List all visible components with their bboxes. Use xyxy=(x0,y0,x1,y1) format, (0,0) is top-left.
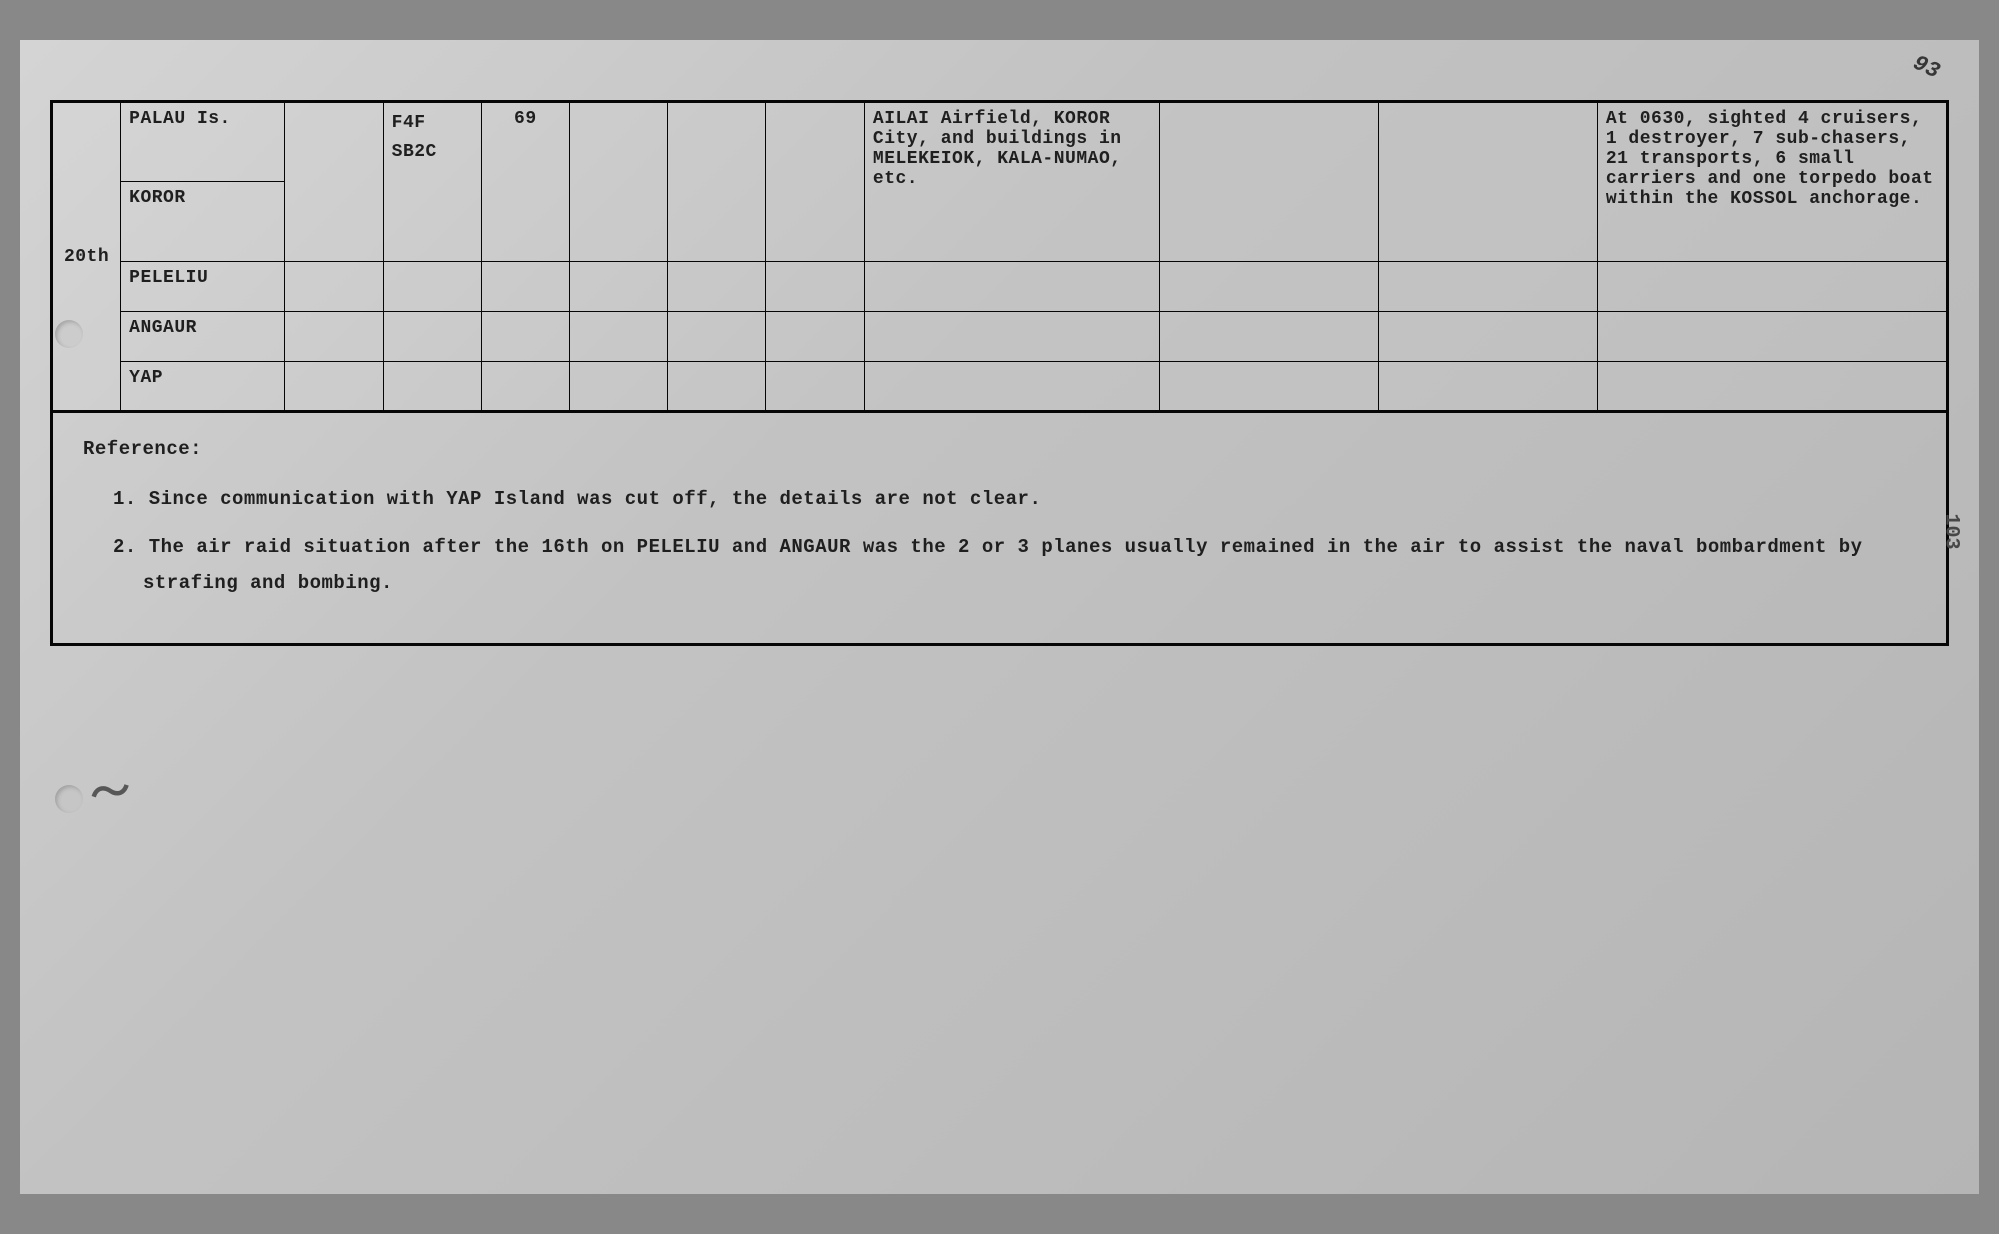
empty-cell xyxy=(285,362,383,412)
location-cell: KOROR xyxy=(121,182,285,262)
table-row: ANGAUR xyxy=(52,312,1948,362)
remarks-cell: At 0630, sighted 4 cruisers, 1 destroyer… xyxy=(1597,102,1947,262)
empty-cell xyxy=(668,362,766,412)
count-cell: 69 xyxy=(482,102,570,262)
empty-cell xyxy=(285,102,383,262)
page-number: 93 xyxy=(1909,51,1943,85)
table-row: 20th PALAU Is. F4FSB2C 69 AILAI Airfield… xyxy=(52,102,1948,182)
aircraft-cell: F4FSB2C xyxy=(383,102,481,262)
table-row: YAP xyxy=(52,362,1948,412)
target-cell: AILAI Airfield, KOROR City, and building… xyxy=(864,102,1159,262)
empty-cell xyxy=(383,262,481,312)
empty-cell xyxy=(766,262,864,312)
side-page-number: 103 xyxy=(1939,513,1962,549)
reference-item: 2. The air raid situation after the 16th… xyxy=(83,529,1916,601)
empty-cell xyxy=(569,262,667,312)
empty-cell xyxy=(1597,262,1947,312)
location-cell: ANGAUR xyxy=(121,312,285,362)
empty-cell xyxy=(766,312,864,362)
empty-cell xyxy=(569,102,667,262)
date-cell: 20th xyxy=(52,102,121,412)
location-cell: PALAU Is. xyxy=(121,102,285,182)
empty-cell xyxy=(668,262,766,312)
empty-cell xyxy=(1160,262,1379,312)
empty-cell xyxy=(1160,102,1379,262)
punch-hole xyxy=(55,320,83,348)
empty-cell xyxy=(482,362,570,412)
empty-cell xyxy=(1379,312,1598,362)
empty-cell xyxy=(1597,362,1947,412)
handwritten-mark: ～ xyxy=(85,757,135,822)
empty-cell xyxy=(1160,312,1379,362)
empty-cell xyxy=(285,312,383,362)
empty-cell xyxy=(383,362,481,412)
empty-cell xyxy=(1160,362,1379,412)
empty-cell xyxy=(1379,362,1598,412)
empty-cell xyxy=(569,312,667,362)
empty-cell xyxy=(482,262,570,312)
empty-cell xyxy=(864,362,1159,412)
empty-cell xyxy=(864,312,1159,362)
location-cell: YAP xyxy=(121,362,285,412)
punch-hole xyxy=(55,785,83,813)
empty-cell xyxy=(569,362,667,412)
reference-item: 1. Since communication with YAP Island w… xyxy=(83,481,1916,517)
empty-cell xyxy=(285,262,383,312)
location-cell: PELELIU xyxy=(121,262,285,312)
empty-cell xyxy=(668,102,766,262)
empty-cell xyxy=(766,102,864,262)
reference-heading: Reference: xyxy=(83,431,1916,467)
empty-cell xyxy=(668,312,766,362)
empty-cell xyxy=(864,262,1159,312)
reference-section: Reference: 1. Since communication with Y… xyxy=(50,413,1949,646)
table-row: PELELIU xyxy=(52,262,1948,312)
operations-table: 20th PALAU Is. F4FSB2C 69 AILAI Airfield… xyxy=(50,100,1949,413)
empty-cell xyxy=(766,362,864,412)
empty-cell xyxy=(1379,102,1598,262)
empty-cell xyxy=(383,312,481,362)
empty-cell xyxy=(1379,262,1598,312)
document-page: 93 103 20th PALAU Is. F4FSB2C 69 AILAI A… xyxy=(20,40,1979,1194)
empty-cell xyxy=(482,312,570,362)
empty-cell xyxy=(1597,312,1947,362)
